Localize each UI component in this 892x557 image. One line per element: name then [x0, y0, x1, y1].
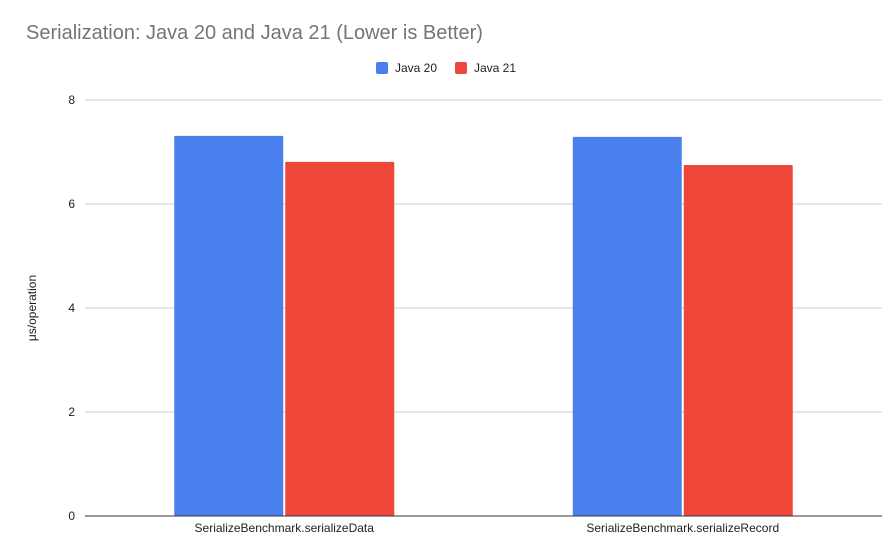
bars — [174, 135, 793, 517]
bar-java-21-1[interactable] — [285, 161, 395, 516]
y-axis-title: μs/operation — [25, 275, 39, 341]
chart-title: Serialization: Java 20 and Java 21 (Lowe… — [26, 22, 483, 44]
legend: Java 20 Java 21 — [0, 61, 892, 75]
bar-java-20-1[interactable] — [174, 135, 284, 516]
x-tick-label: SerializeBenchmark.serializeRecord — [586, 521, 779, 535]
legend-swatch-java-21 — [455, 62, 467, 74]
bar-java-21-2[interactable] — [683, 165, 793, 516]
y-tick-label: 6 — [68, 197, 75, 211]
legend-item-java-21[interactable]: Java 21 — [455, 61, 516, 75]
bar-java-20-2[interactable] — [572, 136, 682, 517]
legend-swatch-java-20 — [375, 62, 388, 74]
x-tick-labels: SerializeBenchmark.serializeData Serializ… — [195, 521, 780, 535]
y-tick-label: 4 — [68, 301, 75, 315]
y-tick-label: 2 — [68, 405, 75, 419]
y-tick-labels: 0 2 4 6 8 — [68, 93, 75, 523]
legend-item-java-20[interactable]: Java 20 — [375, 61, 437, 75]
y-tick-label: 8 — [68, 93, 75, 107]
x-tick-label: SerializeBenchmark.serializeData — [195, 521, 375, 535]
legend-label-java-21: Java 21 — [474, 61, 517, 75]
y-tick-label: 0 — [68, 509, 75, 523]
legend-label-java-20: Java 20 — [394, 61, 437, 75]
